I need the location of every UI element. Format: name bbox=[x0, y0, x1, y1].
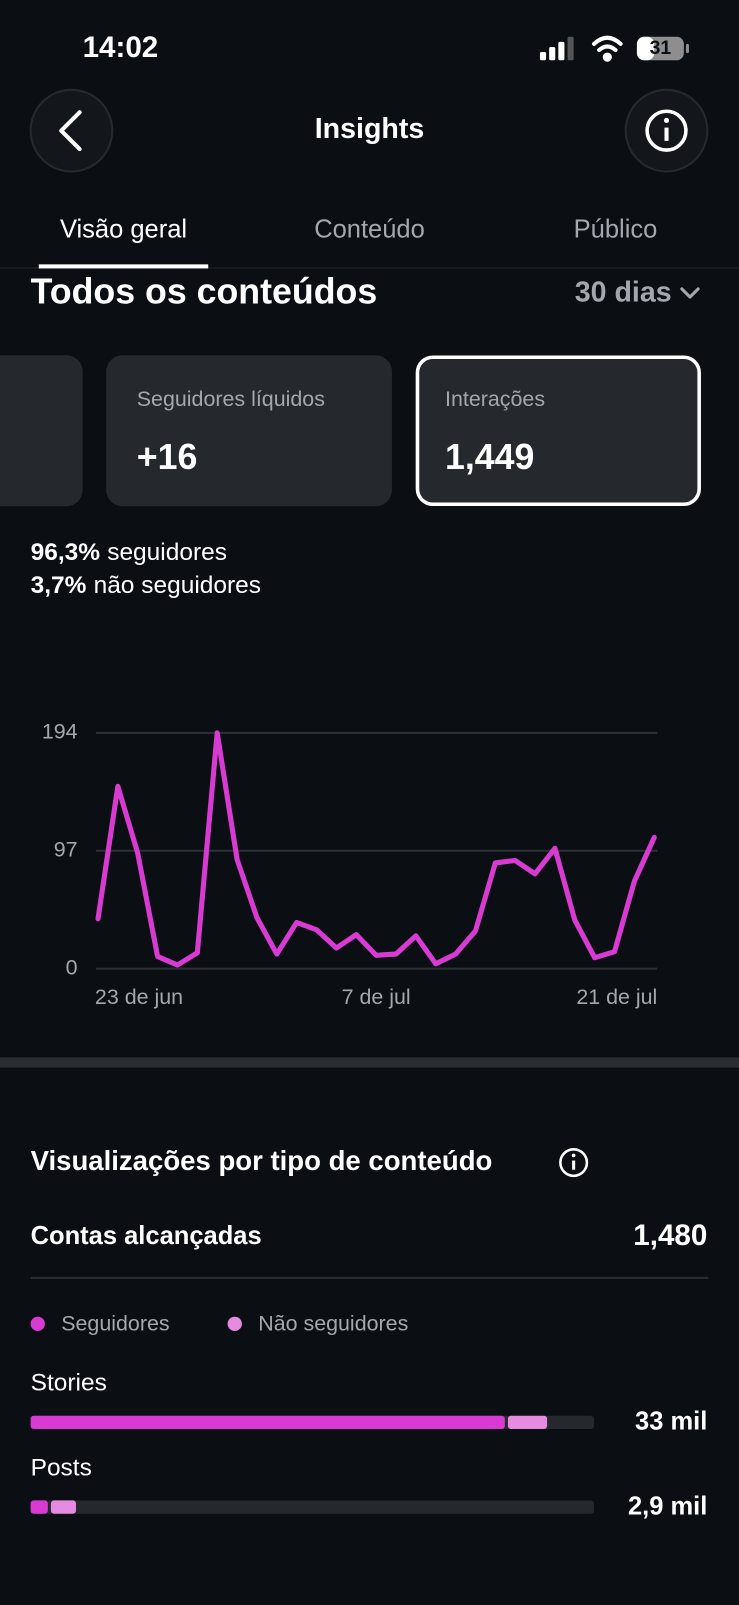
bar-followers bbox=[30, 1500, 48, 1514]
legend-swatch bbox=[227, 1316, 242, 1331]
row-label: Stories bbox=[31, 1370, 107, 1397]
x-tick-label: 23 de jun bbox=[95, 985, 183, 1009]
legend-label: Seguidores bbox=[61, 1312, 169, 1336]
row-value: 33 mil bbox=[635, 1408, 707, 1436]
info-icon-dot bbox=[663, 117, 670, 123]
signal-icon bbox=[539, 36, 574, 61]
battery-level bbox=[636, 36, 655, 61]
divider bbox=[30, 1276, 709, 1279]
row-label: Posts bbox=[31, 1454, 92, 1481]
legend-label: Não seguidores bbox=[258, 1312, 408, 1336]
tab-indicator bbox=[38, 264, 209, 269]
reach-value: 1,480 bbox=[633, 1219, 707, 1252]
tab[interactable]: Visão geral bbox=[60, 215, 187, 243]
views-bars: Seguidores Não seguidores Stories 33 mil Pos… bbox=[31, 1312, 708, 1521]
section-divider bbox=[0, 1057, 739, 1068]
info-icon-bar bbox=[572, 1160, 576, 1170]
bar-non-followers bbox=[50, 1500, 77, 1514]
tab[interactable]: Conteúdo bbox=[314, 215, 425, 243]
share: 3,7% bbox=[31, 572, 87, 599]
audience-split: 3,7% não seguidores bbox=[31, 572, 261, 599]
section-title: Todos os conteúdos bbox=[31, 271, 378, 311]
metric-card-selected[interactable] bbox=[415, 355, 701, 507]
x-tick-label: 7 de jul bbox=[342, 985, 411, 1009]
share-label: não seguidores bbox=[94, 572, 261, 599]
bar-track bbox=[30, 1500, 595, 1514]
back-button[interactable] bbox=[29, 88, 114, 173]
share: 96,3% bbox=[31, 540, 101, 567]
card-value: +16 bbox=[137, 437, 198, 477]
x-tick-label: 21 de jul bbox=[576, 985, 657, 1009]
status-time: 14:02 bbox=[83, 31, 159, 64]
period-chevron bbox=[680, 287, 700, 299]
info-icon[interactable] bbox=[559, 1148, 589, 1178]
metric-card[interactable] bbox=[106, 355, 392, 507]
bar-non-followers bbox=[507, 1415, 548, 1429]
info-icon-bar bbox=[664, 127, 669, 141]
row-value: 2,9 mil bbox=[628, 1492, 707, 1520]
line-series bbox=[95, 730, 657, 968]
y-tick-label: 0 bbox=[66, 955, 78, 979]
y-tick-label: 97 bbox=[54, 837, 78, 861]
battery-tip bbox=[685, 43, 689, 54]
card-label: Interações bbox=[445, 387, 545, 411]
tab[interactable]: Público bbox=[574, 215, 658, 243]
card-value: 1,449 bbox=[445, 437, 534, 477]
card-label: Seguidores líquidos bbox=[137, 387, 325, 411]
period-selector[interactable]: 30 dias bbox=[575, 277, 672, 309]
legend-swatch bbox=[30, 1316, 45, 1331]
bar-followers bbox=[30, 1415, 505, 1429]
info-icon-dot bbox=[571, 1153, 576, 1158]
views-title: Visualizações por tipo de conteúdo bbox=[31, 1145, 493, 1176]
wifi-icon bbox=[592, 35, 623, 62]
back-icon bbox=[59, 110, 82, 152]
battery-text: 31 bbox=[650, 37, 672, 59]
y-tick-label: 194 bbox=[42, 720, 78, 744]
page-title: Insights bbox=[315, 113, 425, 145]
metric-card[interactable] bbox=[0, 355, 83, 507]
reach-label: Contas alcançadas bbox=[31, 1222, 262, 1250]
share-label: seguidores bbox=[107, 540, 227, 567]
info-icon bbox=[645, 109, 688, 152]
audience-split: 96,3% seguidores bbox=[31, 540, 227, 567]
tab-divider bbox=[0, 267, 739, 269]
line-chart: 0 97 194 23 de jun 7 de jul 21 de jul bbox=[42, 720, 658, 1009]
